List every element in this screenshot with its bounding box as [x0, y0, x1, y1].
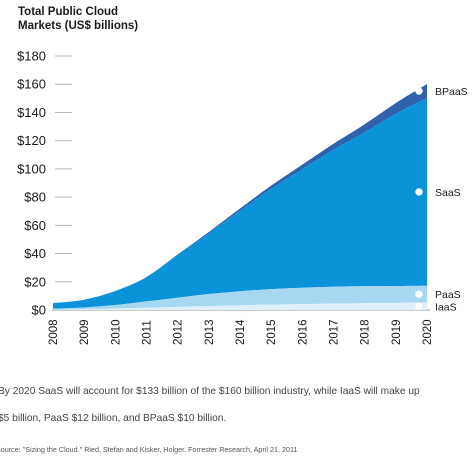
y-tick-label: $0 — [32, 303, 46, 318]
y-tick-label: $160 — [17, 77, 46, 92]
series-label-iaas: IaaS — [435, 301, 457, 313]
source-citation: Source: "Sizing the Cloud." Ried, Stefan… — [0, 445, 298, 454]
x-tick-label: 2017 — [329, 319, 341, 345]
series-label-bpaas: BPaaS — [435, 86, 468, 98]
x-axis: 2008 2009 2010 2011 2012 2013 2014 2015 2016 2017… — [48, 319, 434, 345]
x-tick-label: 2009 — [79, 319, 91, 345]
y-tick-label: $140 — [17, 105, 46, 120]
chart-areas — [53, 83, 427, 310]
x-tick-label: 2020 — [422, 319, 434, 345]
chart-title-line-2: Markets (US$ billions) — [18, 20, 139, 32]
x-tick-label: 2016 — [297, 319, 309, 345]
x-tick-label: 2013 — [204, 319, 216, 345]
x-tick-label: 2018 — [360, 319, 372, 345]
chart-title: Total Public Cloud Markets (US$ billions… — [18, 5, 138, 33]
y-tick-label: $20 — [24, 274, 46, 289]
marker-saas — [415, 188, 423, 196]
chart-title-line-1: Total Public Cloud — [18, 6, 119, 18]
marker-bpaas — [415, 87, 423, 95]
x-tick-label: 2010 — [110, 319, 122, 345]
x-tick-label: 2011 — [142, 320, 154, 345]
series-label-paas: PaaS — [435, 289, 461, 301]
caption-line-2: $5 billion, PaaS $12 billion, and BPaaS … — [0, 413, 227, 424]
y-tick-label: $120 — [17, 133, 46, 148]
area-saas — [53, 98, 427, 309]
y-tick-label: $40 — [24, 246, 46, 261]
x-tick-label: 2012 — [173, 319, 185, 345]
y-tick-label: $100 — [17, 161, 46, 176]
x-tick-label: 2008 — [48, 319, 60, 345]
y-tick-label: $60 — [24, 218, 46, 233]
x-tick-label: 2019 — [391, 319, 403, 345]
series-markers — [415, 87, 423, 311]
marker-iaas — [415, 302, 423, 311]
marker-paas — [415, 290, 423, 298]
x-tick-label: 2015 — [266, 319, 278, 345]
y-tick-label: $180 — [17, 49, 46, 64]
area-iaas — [53, 302, 427, 310]
area-paas — [53, 285, 427, 310]
caption-line-1: By 2020 SaaS will account for $133 billi… — [0, 386, 420, 397]
area-chart: $180 $160 $140 $120 $100 $80 $60 $40 $20 $0 BPaaS… — [17, 49, 468, 346]
y-tick-label: $80 — [24, 190, 46, 205]
caption: By 2020 SaaS will account for $133 billi… — [0, 378, 474, 432]
x-tick-label: 2014 — [235, 319, 247, 345]
series-label-saas: SaaS — [435, 187, 461, 199]
